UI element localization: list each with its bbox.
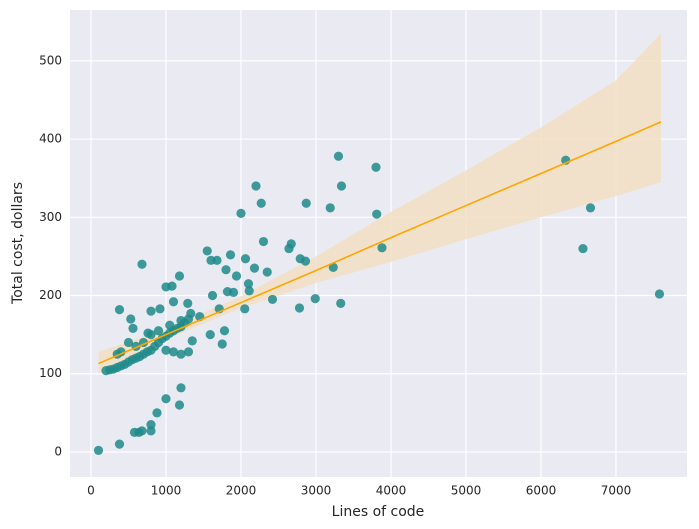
regression-line	[98, 121, 662, 365]
data-point	[251, 181, 261, 191]
data-point	[219, 326, 230, 336]
data-point	[212, 255, 222, 265]
data-point	[300, 256, 311, 266]
data-point	[328, 262, 338, 272]
data-point	[153, 326, 164, 336]
data-point	[654, 289, 665, 299]
data-point	[244, 286, 254, 296]
data-point	[146, 306, 156, 316]
data-point	[128, 323, 138, 333]
data-point	[225, 250, 236, 260]
data-point	[205, 330, 215, 340]
data-point	[310, 294, 320, 304]
x-axis-label: Lines of code	[332, 504, 425, 520]
data-point	[174, 271, 185, 281]
x-tick-label: 5000	[451, 484, 482, 498]
data-point	[137, 426, 147, 436]
data-point	[372, 209, 382, 219]
data-point	[333, 151, 344, 161]
data-point	[267, 294, 278, 305]
data-point	[155, 304, 165, 314]
data-point	[146, 419, 156, 430]
data-point	[228, 287, 239, 297]
data-point	[183, 298, 193, 308]
data-point	[168, 297, 179, 307]
data-point	[240, 254, 251, 264]
data-point	[236, 208, 246, 218]
data-point	[161, 345, 171, 355]
x-tick-label: 4000	[376, 484, 407, 498]
data-point	[301, 198, 311, 208]
data-point	[336, 298, 346, 308]
x-tick-label: 0	[87, 484, 95, 498]
data-point	[176, 315, 186, 326]
data-point	[294, 303, 305, 313]
data-point	[176, 383, 186, 393]
data-point	[325, 203, 335, 213]
data-point	[202, 246, 212, 256]
data-point	[114, 304, 125, 315]
data-point	[174, 400, 185, 410]
data-point	[240, 304, 250, 314]
data-point	[371, 162, 381, 172]
y-tick-label: 400	[39, 132, 62, 146]
data-point	[262, 267, 272, 277]
data-point	[217, 339, 227, 349]
data-point	[231, 271, 242, 281]
data-point	[186, 308, 196, 319]
data-point	[187, 336, 197, 346]
data-point	[286, 239, 296, 249]
x-tick-label: 2000	[226, 484, 257, 498]
data-point	[143, 328, 153, 338]
data-point	[123, 337, 134, 348]
data-point	[167, 281, 177, 291]
data-point	[137, 259, 147, 269]
data-point	[336, 181, 347, 191]
y-tick-label: 200	[39, 288, 62, 302]
data-point	[207, 290, 218, 301]
y-axis-label: Total cost, dollars	[10, 182, 26, 305]
data-point	[221, 265, 231, 275]
data-point	[161, 394, 171, 404]
data-point	[152, 408, 162, 418]
data-point	[114, 439, 125, 449]
data-point	[585, 203, 596, 213]
data-point	[176, 349, 186, 359]
y-tick-label: 500	[39, 53, 62, 67]
y-tick-label: 100	[39, 366, 62, 380]
x-tick-label: 6000	[526, 484, 557, 498]
data-point	[165, 320, 175, 330]
y-tick-label: 0	[54, 444, 62, 458]
data-point	[249, 263, 260, 273]
data-point	[377, 243, 387, 253]
data-point	[183, 347, 194, 357]
data-point	[256, 198, 266, 208]
data-point	[258, 236, 269, 247]
data-point	[126, 314, 136, 324]
data-point	[243, 279, 254, 289]
x-tick-label: 7000	[601, 484, 632, 498]
y-tick-label: 300	[39, 210, 62, 224]
x-tick-label: 1000	[151, 484, 182, 498]
data-point	[168, 347, 179, 357]
x-tick-label: 3000	[301, 484, 332, 498]
data-point	[578, 243, 588, 254]
data-point	[93, 445, 104, 456]
